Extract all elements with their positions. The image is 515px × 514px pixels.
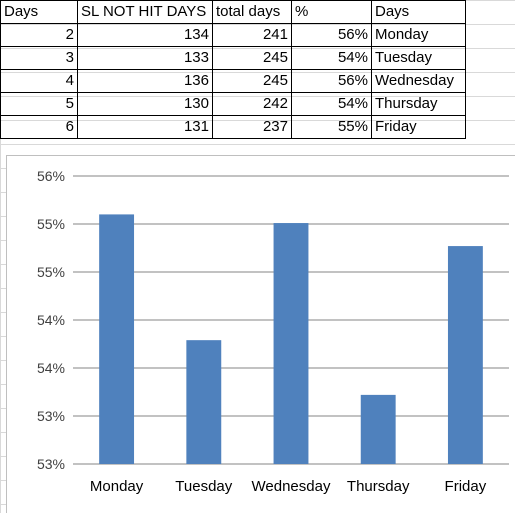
y-tick-label: 53% (37, 456, 65, 472)
y-axis-ticks: 53% 53% 54% 54% 55% 55% 56% (37, 168, 65, 472)
table-cell[interactable]: Friday (371, 115, 466, 139)
table-cell[interactable]: 56% (291, 23, 372, 47)
table-cell[interactable]: Monday (371, 23, 466, 47)
header-cell[interactable]: % (291, 0, 372, 24)
table-cell[interactable]: 55% (291, 115, 372, 139)
table-cell[interactable]: 56% (291, 69, 372, 93)
chart-area[interactable]: 53% 53% 54% 54% 55% 55% 56% Monday Tuesday Wedne… (6, 155, 515, 513)
header-cell[interactable]: SL NOT HIT DAYS (77, 0, 213, 24)
header-cell[interactable]: Days (0, 0, 78, 24)
table-cell[interactable]: 6 (0, 115, 78, 139)
table-cell[interactable]: 5 (0, 92, 78, 116)
table-cell[interactable]: 245 (212, 69, 292, 93)
bar-chart: 53% 53% 54% 54% 55% 55% 56% Monday Tuesday Wedne… (37, 168, 509, 495)
bar-friday[interactable] (447, 246, 483, 464)
x-category-label: Wednesday (252, 478, 331, 495)
data-table: Days SL NOT HIT DAYS total days % Days 2… (0, 0, 466, 139)
table-cell[interactable]: 131 (77, 115, 213, 139)
table-row: 2 134 241 56% Monday (0, 23, 466, 47)
x-category-label: Thursday (347, 478, 410, 495)
table-cell[interactable]: Tuesday (371, 46, 466, 70)
bar-wednesday[interactable] (273, 223, 309, 464)
header-cell[interactable]: total days (212, 0, 292, 24)
table-cell[interactable]: 130 (77, 92, 213, 116)
y-tick-label: 55% (37, 216, 65, 232)
table-cell[interactable]: 245 (212, 46, 292, 70)
bar-tuesday[interactable] (186, 340, 222, 464)
table-cell[interactable]: 134 (77, 23, 213, 47)
y-tick-label: 55% (37, 264, 65, 280)
table-row: 6 131 237 55% Friday (0, 115, 466, 139)
y-tick-label: 56% (37, 168, 65, 184)
y-tick-label: 54% (37, 312, 65, 328)
x-category-label: Tuesday (175, 478, 232, 495)
x-axis-categories: Monday Tuesday Wednesday Thursday Friday (90, 478, 487, 495)
table-cell[interactable]: 242 (212, 92, 292, 116)
table-cell[interactable]: 133 (77, 46, 213, 70)
table-cell[interactable]: 3 (0, 46, 78, 70)
table-cell[interactable]: Wednesday (371, 69, 466, 93)
table-cell[interactable]: 54% (291, 92, 372, 116)
bars (99, 214, 483, 464)
y-tick-label: 54% (37, 360, 65, 376)
x-category-label: Monday (90, 478, 144, 495)
table-row: 5 130 242 54% Thursday (0, 92, 466, 116)
table-cell[interactable]: 237 (212, 115, 292, 139)
header-row: Days SL NOT HIT DAYS total days % Days (0, 0, 466, 24)
table-cell[interactable]: 2 (0, 23, 78, 47)
table-cell[interactable]: Thursday (371, 92, 466, 116)
x-category-label: Friday (445, 478, 487, 495)
bar-monday[interactable] (99, 214, 135, 464)
table-cell[interactable]: 241 (212, 23, 292, 47)
table-cell[interactable]: 54% (291, 46, 372, 70)
header-cell[interactable]: Days (371, 0, 466, 24)
table-row: 3 133 245 54% Tuesday (0, 46, 466, 70)
y-tick-label: 53% (37, 408, 65, 424)
bar-thursday[interactable] (360, 394, 396, 464)
table-cell[interactable]: 4 (0, 69, 78, 93)
table-cell[interactable]: 136 (77, 69, 213, 93)
table-row: 4 136 245 56% Wednesday (0, 69, 466, 93)
